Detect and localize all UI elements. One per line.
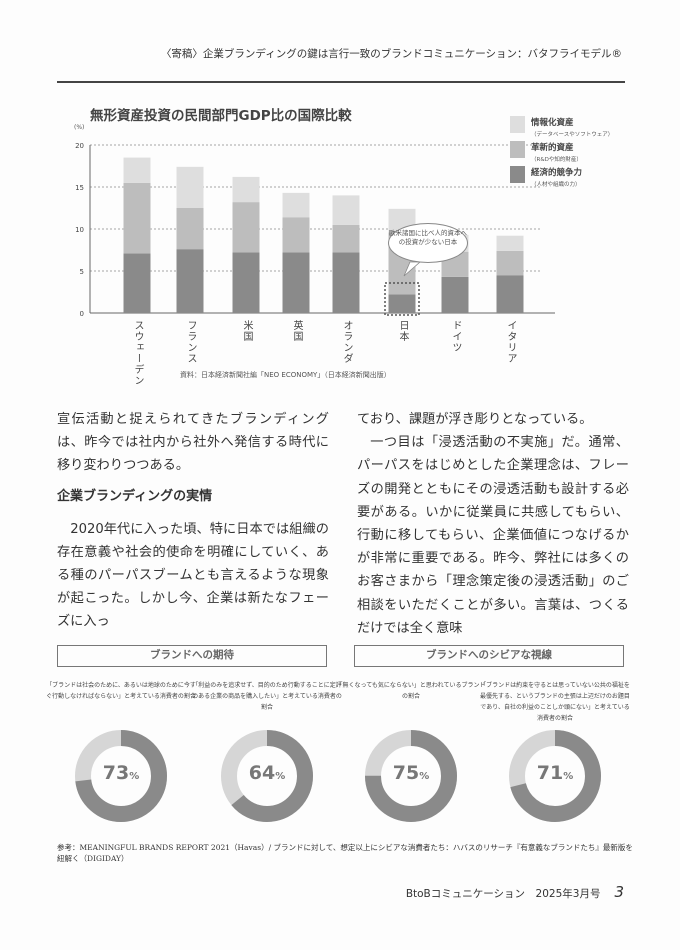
bar-segment — [123, 182, 151, 254]
page-number: 3 — [614, 883, 624, 901]
right-column: ており、課題が浮き彫りとなっている。 一つ目は「浸透活動の不実施」だ。通常、パー… — [357, 408, 629, 640]
bar-segment — [232, 202, 260, 253]
y-tick-label: 5 — [80, 268, 84, 276]
bar-segment — [388, 294, 416, 313]
legend-swatch — [510, 166, 525, 183]
donut-value-arc — [221, 730, 313, 822]
y-axis-unit: (%) — [74, 124, 85, 131]
annotation-bubble: 欧米諸国に比べ人的資本への投資が少ない日本 — [388, 223, 468, 263]
donut-percent: 75% — [392, 762, 430, 784]
page-footer: BtoBコミュニケーション 2025年3月号 3 — [406, 883, 624, 901]
bar-segment — [123, 253, 151, 313]
x-tick-label: オランダ — [341, 320, 352, 364]
bar-segment — [282, 252, 310, 313]
bar-segment — [123, 157, 151, 183]
paragraph: 一つ目は「浸透活動の不実施」だ。通常、パーパスをはじめとした企業理念は、フレーズ… — [357, 435, 629, 636]
donut-percent: 71% — [536, 762, 574, 784]
bar-segment — [176, 249, 204, 313]
box-brand-severe-view: ブランドへのシビアな視線 — [354, 645, 624, 667]
running-header: 〈寄稿〉企業ブランディングの鍵は言行一致のブランドコミュニケーション：バタフライ… — [160, 48, 622, 60]
bar-segment — [332, 252, 360, 313]
bar-segment — [232, 176, 260, 203]
y-tick-label: 10 — [75, 226, 84, 234]
intro-paragraph: 宣伝活動と捉えられてきたブランディングは、昨今では社内から社外へ発信する時代に移… — [57, 412, 329, 474]
paragraph: 2020年代に入った頃、特に日本では組織の存在意義や社会的使命を明確にしていく、… — [57, 521, 329, 630]
left-column: 宣伝活動と捉えられてきたブランディングは、昨今では社内から社外へ発信する時代に移… — [57, 408, 329, 634]
legend-note: （人材や組織の力） — [531, 182, 581, 188]
y-tick-label: 0 — [80, 310, 84, 318]
bar-segment — [496, 250, 524, 276]
donut-caption: 「ブランドは社会のために、あるいは地球のために今すぐ行動しなければならない」と考… — [46, 682, 196, 700]
box-brand-expectation: ブランドへの期待 — [57, 645, 327, 667]
x-tick-label: ドイツ — [450, 320, 461, 353]
legend-label: 経済的競争力 — [531, 168, 583, 178]
legend-swatch — [510, 116, 525, 133]
donut-value-arc — [365, 730, 457, 822]
bar-segment — [496, 275, 524, 313]
donut-caption: 「利益のみを追求せず、目的のため行動することに定評のある企業の商品を購入したい」… — [192, 682, 342, 711]
legend-label: 革新的資産 — [531, 143, 574, 153]
donut-caption: 「ブランドは約束を守るとは思っていない公共の福祉を最優先する、というブランドの主… — [480, 682, 630, 722]
donut-value-arc — [75, 730, 167, 822]
y-tick-label: 20 — [75, 142, 84, 150]
x-tick-label: 英国 — [291, 320, 302, 342]
legend-label: 情報化資産 — [531, 118, 574, 128]
paragraph-continued: ており、課題が浮き彫りとなっている。 — [357, 412, 593, 427]
magazine-issue: BtoBコミュニケーション 2025年3月号 — [405, 888, 601, 900]
legend-note: （R&Dや知的財産） — [531, 157, 582, 163]
x-tick-label: スウェーデン — [132, 320, 143, 386]
bar-segment — [176, 166, 204, 208]
section-heading: 企業ブランディングの実情 — [57, 488, 213, 504]
x-tick-label: 米国 — [241, 320, 252, 342]
bar-segment — [496, 235, 524, 251]
reference-note: 参考：MEANINGFUL BRANDS REPORT 2021（Havas）/… — [57, 843, 633, 863]
legend-item-economic: 経済的競争力 （人材や組織の力） — [510, 166, 582, 188]
donut-caption: 「無くなっても気にならない」と思われているブランドの割合 — [336, 682, 486, 700]
bar-segment — [332, 224, 360, 253]
x-tick-label: イタリア — [505, 320, 516, 364]
bar-segment — [282, 192, 310, 218]
chart-source: 資料：日本経済新聞社編「NEO ECONOMY」（日本経済新聞出版） — [180, 371, 391, 379]
header-rule — [57, 81, 625, 83]
donut-percent: 64% — [248, 762, 286, 784]
japan-highlight — [384, 282, 420, 316]
donut-value-arc — [509, 730, 601, 822]
bar-segment — [441, 276, 469, 313]
chart-title: 無形資産投資の民間部門GDP比の国際比較 — [90, 108, 352, 124]
legend-note: （データベースやソフトウェア） — [531, 132, 614, 138]
x-tick-label: 日本 — [397, 320, 408, 342]
legend-item-info: 情報化資産 （データベースやソフトウェア） — [510, 116, 613, 138]
bar-segment — [176, 208, 204, 250]
bar-segment — [332, 195, 360, 225]
x-tick-label: フランス — [185, 320, 196, 364]
bar-segment — [232, 252, 260, 313]
legend-item-innovative: 革新的資産 （R&Dや知的財産） — [510, 141, 582, 163]
donut-percent: 73% — [102, 762, 140, 784]
y-tick-label: 15 — [75, 184, 84, 192]
legend-swatch — [510, 141, 525, 158]
bar-segment — [282, 217, 310, 253]
